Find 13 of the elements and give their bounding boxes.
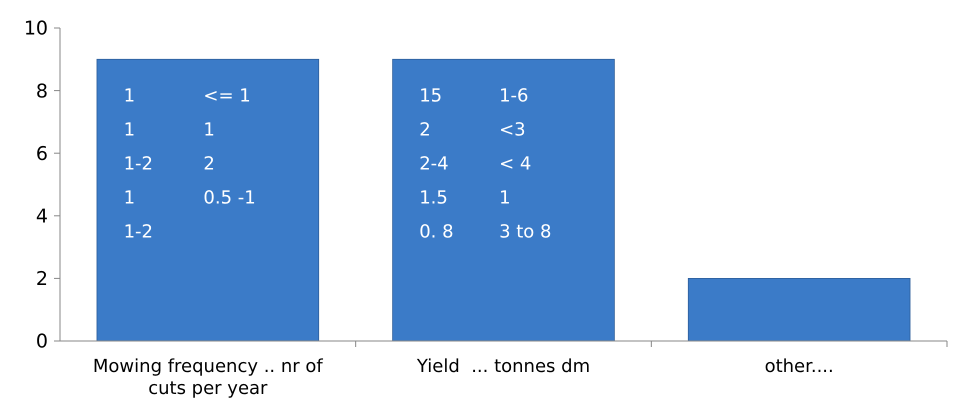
y-tick-label: 4 <box>36 205 48 228</box>
annotation: <= 1 1 2 0.5 -1 <box>203 86 256 209</box>
annotation: 15 2 2-4 1.5 0. 8 <box>419 86 454 243</box>
annotation: 1 1 1-2 1 1-2 <box>124 86 153 243</box>
y-tick-label: 8 <box>36 80 48 102</box>
x-tick-label: Mowing frequency .. nr of cuts per year <box>92 356 324 399</box>
y-tick-label: 0 <box>36 330 48 353</box>
y-tick-label: 2 <box>36 268 48 290</box>
annotation: 1-6 <3 < 4 1 3 to 8 <box>499 86 552 243</box>
y-tick-label: 10 <box>24 18 48 40</box>
x-tick-label: other.... <box>764 356 834 377</box>
y-tick-label: 6 <box>36 142 48 165</box>
x-tick-label: Yield ... tonnes dm <box>416 356 590 377</box>
